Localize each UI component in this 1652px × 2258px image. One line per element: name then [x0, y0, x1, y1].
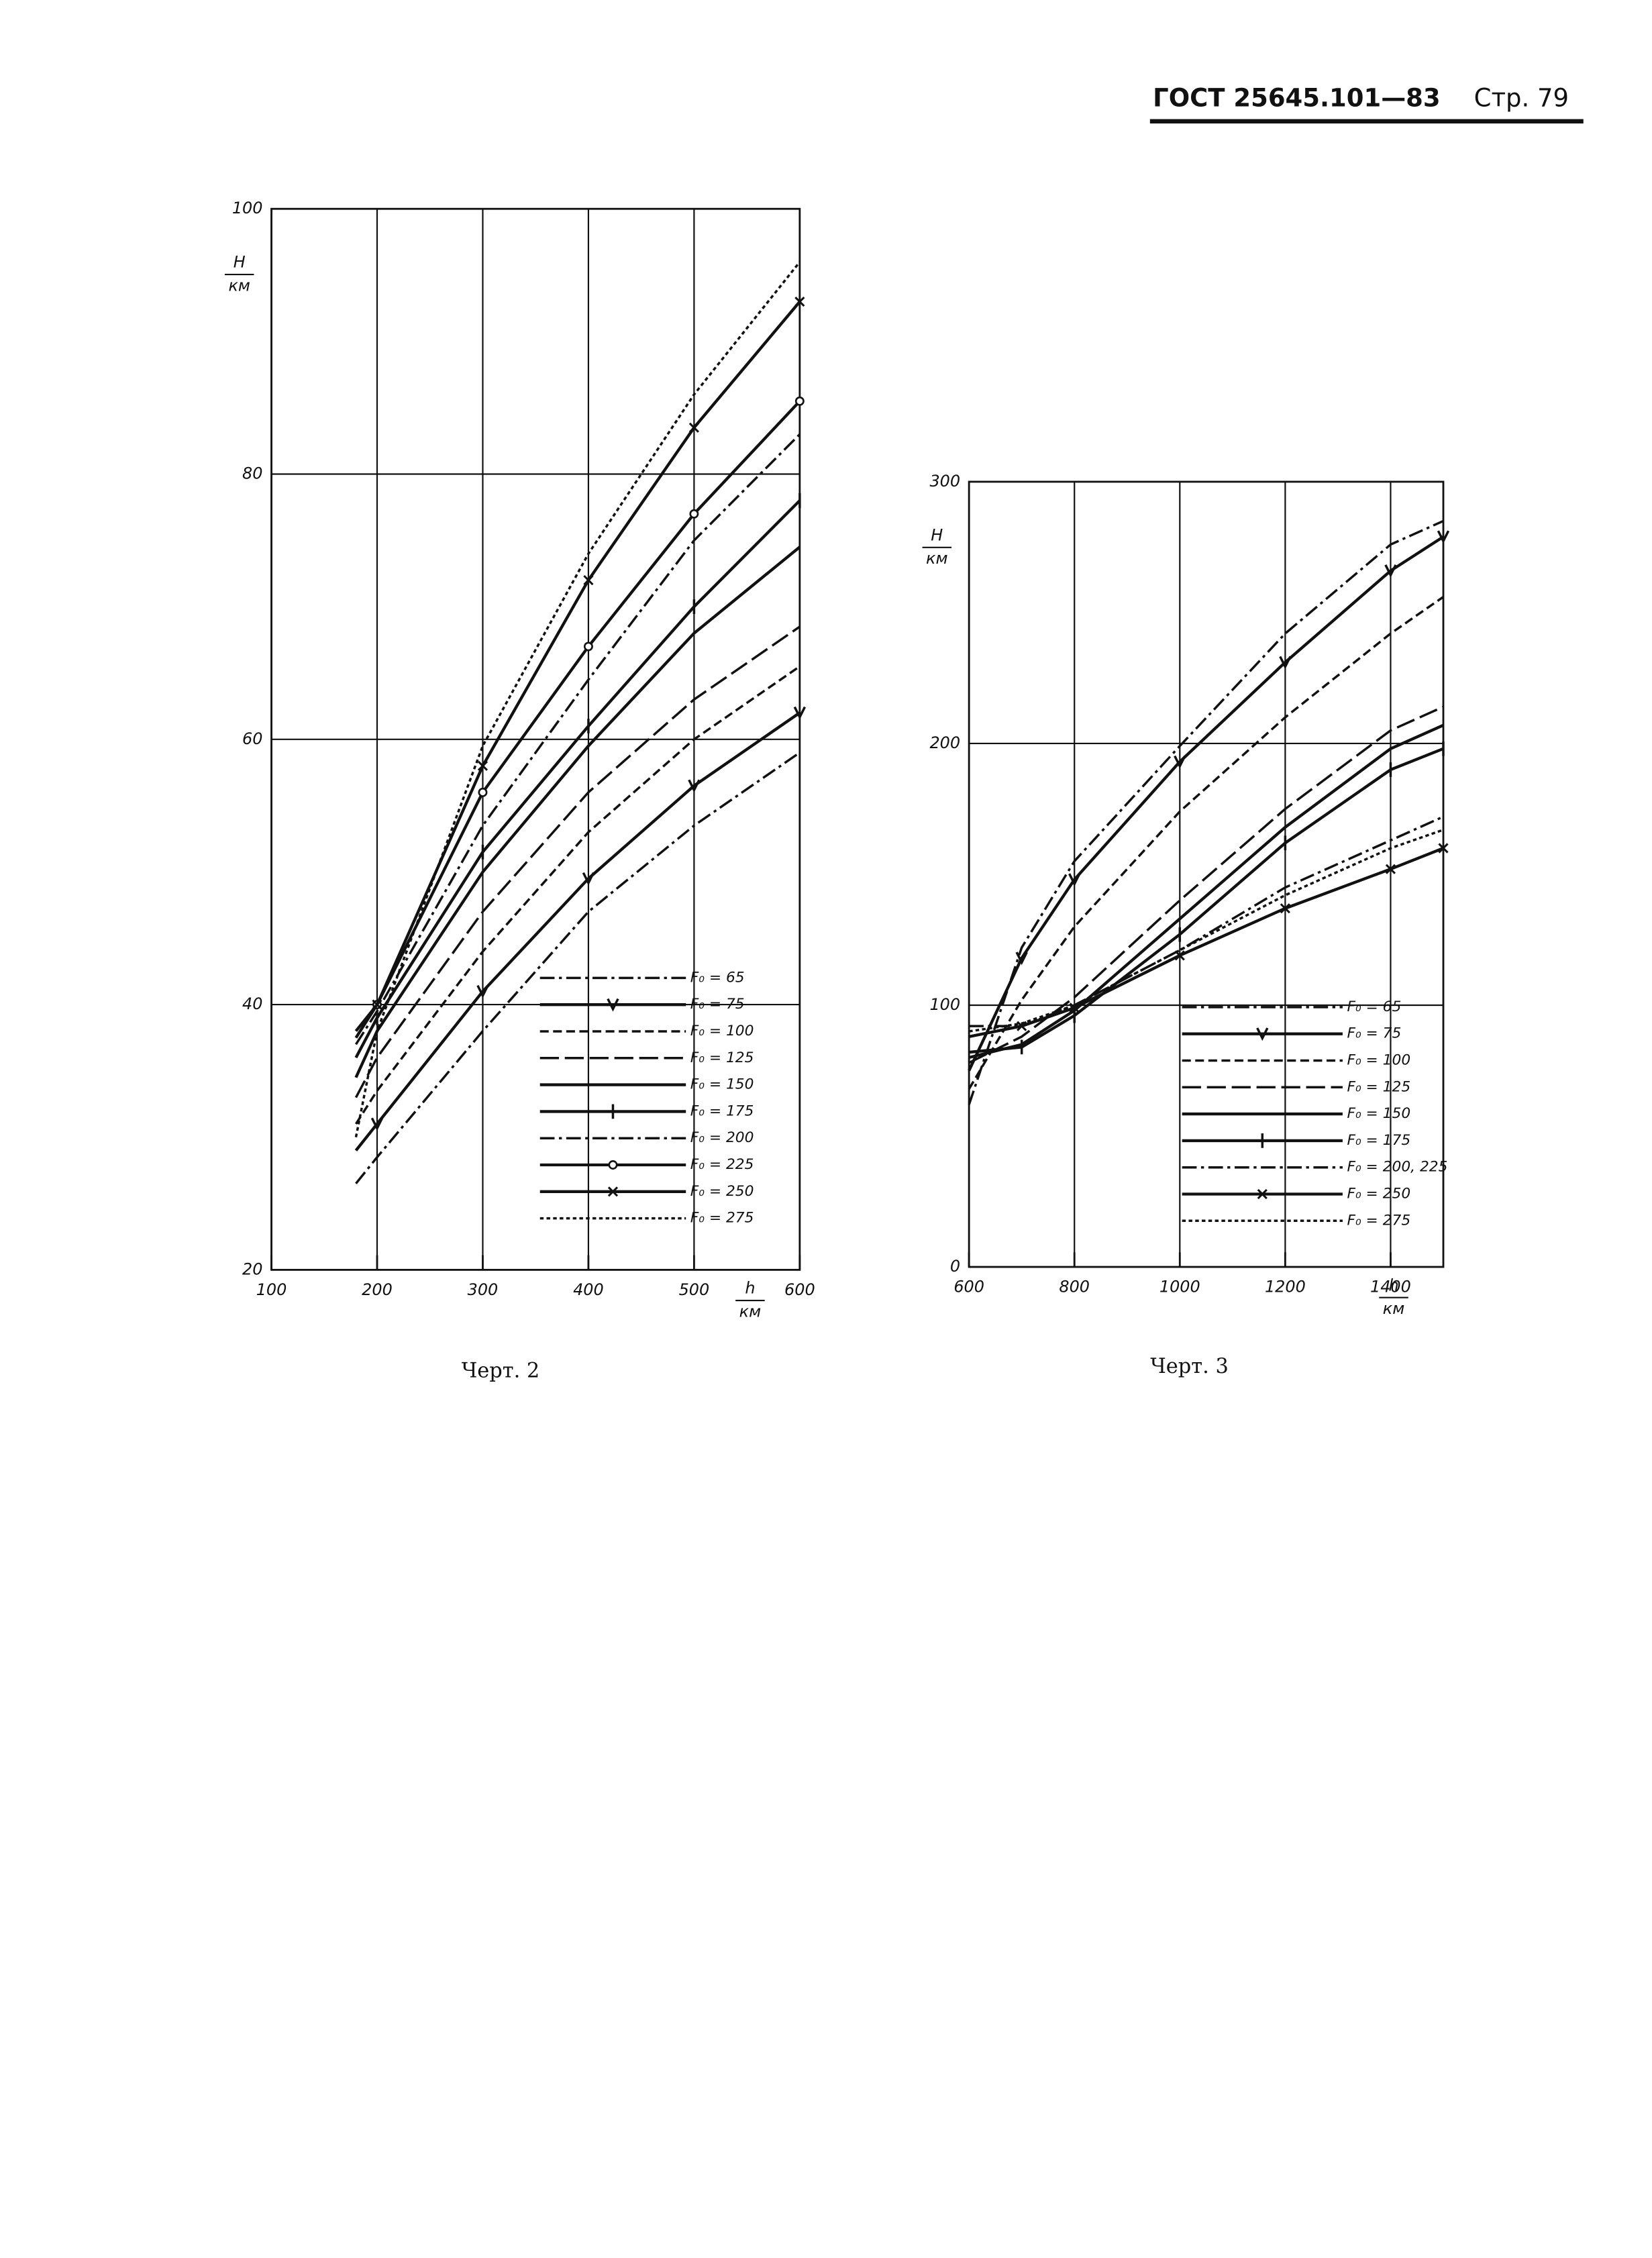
legend-label: F₀ = 175	[1347, 1132, 1410, 1149]
x-tick-label: 400	[573, 1280, 604, 1299]
marker	[1068, 873, 1081, 887]
legend-label: F₀ = 200	[690, 1129, 754, 1146]
marker	[1256, 1027, 1269, 1041]
legend-label: F₀ = 250	[690, 1183, 754, 1200]
marker	[582, 872, 595, 886]
series-line	[968, 705, 1444, 1064]
y-tick-label: 300	[929, 472, 960, 491]
x-tick-label: 600	[953, 1277, 984, 1296]
marker	[476, 984, 489, 998]
series-line	[354, 625, 801, 1098]
series-line	[355, 752, 801, 1184]
x-tick-label: 100	[256, 1280, 287, 1299]
marker	[583, 642, 593, 652]
legend-label: F₀ = 100	[1347, 1051, 1410, 1068]
legend-label: F₀ = 200, 225	[1347, 1159, 1447, 1176]
x-tick-label: 1400	[1370, 1277, 1411, 1296]
marker	[1385, 864, 1396, 874]
y-axis-label: H	[931, 525, 943, 544]
marker	[688, 779, 701, 793]
marker	[689, 509, 699, 519]
legend-label: F₀ = 65	[1347, 998, 1401, 1015]
legend-label: F₀ = 125	[690, 1049, 754, 1066]
x-axis-label: h	[745, 1279, 755, 1298]
series-line	[354, 546, 801, 1078]
y-axis-unit: км	[926, 549, 947, 568]
legend-label: F₀ = 175	[690, 1102, 754, 1119]
legend-label: F₀ = 65	[690, 969, 745, 986]
header-title: ГОСТ 25645.101—83	[1153, 84, 1440, 113]
y-axis-label: H	[234, 253, 246, 272]
legend-label: F₀ = 150	[1347, 1105, 1410, 1122]
marker	[794, 296, 805, 307]
legend-label: F₀ = 125	[1347, 1078, 1410, 1095]
series-line	[354, 665, 801, 1125]
y-axis-unit: км	[228, 276, 250, 295]
y-tick-label: 20	[242, 1260, 262, 1278]
legend-label: F₀ = 150	[690, 1076, 754, 1093]
x-axis-unit: км	[1383, 1299, 1404, 1318]
marker	[478, 787, 488, 797]
marker	[1257, 1188, 1268, 1200]
marker	[1437, 530, 1450, 544]
marker	[370, 1117, 384, 1131]
marker	[1280, 903, 1290, 914]
marker	[583, 575, 594, 586]
y-tick-label: 60	[242, 729, 262, 748]
series-line	[354, 261, 801, 1138]
chart-caption: Черт. 3	[1150, 1355, 1229, 1378]
legend-label: F₀ = 275	[1347, 1212, 1410, 1229]
y-tick-label: 100	[232, 199, 263, 217]
x-axis-unit: км	[739, 1302, 761, 1321]
legend-label: F₀ = 250	[1347, 1186, 1410, 1202]
series-line	[354, 499, 801, 1059]
marker	[1384, 564, 1397, 578]
marker	[794, 396, 805, 406]
series-line	[354, 711, 801, 1151]
x-tick-label: 500	[679, 1280, 710, 1299]
marker	[607, 998, 619, 1012]
x-tick-label: 1200	[1265, 1277, 1306, 1296]
legend-label: F₀ = 100	[690, 1023, 754, 1039]
marker	[477, 760, 488, 771]
series-line	[968, 596, 1444, 1090]
x-tick-label: 800	[1059, 1277, 1090, 1296]
marker	[607, 1186, 619, 1197]
chart-caption: Черт. 2	[462, 1359, 540, 1383]
marker	[608, 1160, 618, 1170]
x-axis-label: h	[1388, 1276, 1398, 1294]
x-tick-label: 200	[362, 1280, 393, 1299]
legend-label: F₀ = 275	[690, 1210, 754, 1227]
x-tick-label: 300	[468, 1280, 499, 1299]
series-line	[354, 433, 801, 1045]
y-tick-label: 80	[242, 464, 262, 483]
series-line	[968, 829, 1444, 1033]
x-tick-label: 1000	[1159, 1277, 1200, 1296]
series-line	[968, 519, 1444, 1105]
y-tick-label: 200	[929, 733, 960, 752]
y-tick-label: 0	[950, 1257, 960, 1276]
marker	[1438, 843, 1449, 854]
page-number: Стр. 79	[1474, 84, 1569, 113]
marker	[372, 999, 382, 1010]
marker	[688, 422, 699, 433]
series-line	[968, 535, 1445, 1072]
y-tick-label: 40	[242, 994, 262, 1013]
legend-label: F₀ = 75	[1347, 1025, 1401, 1042]
marker	[1174, 755, 1186, 769]
marker	[1015, 952, 1028, 966]
x-tick-label: 600	[784, 1280, 815, 1299]
marker	[1279, 656, 1292, 670]
y-tick-label: 100	[929, 995, 960, 1014]
marker	[793, 706, 807, 720]
legend-label: F₀ = 225	[690, 1156, 754, 1173]
legend-label: F₀ = 75	[690, 996, 745, 1013]
